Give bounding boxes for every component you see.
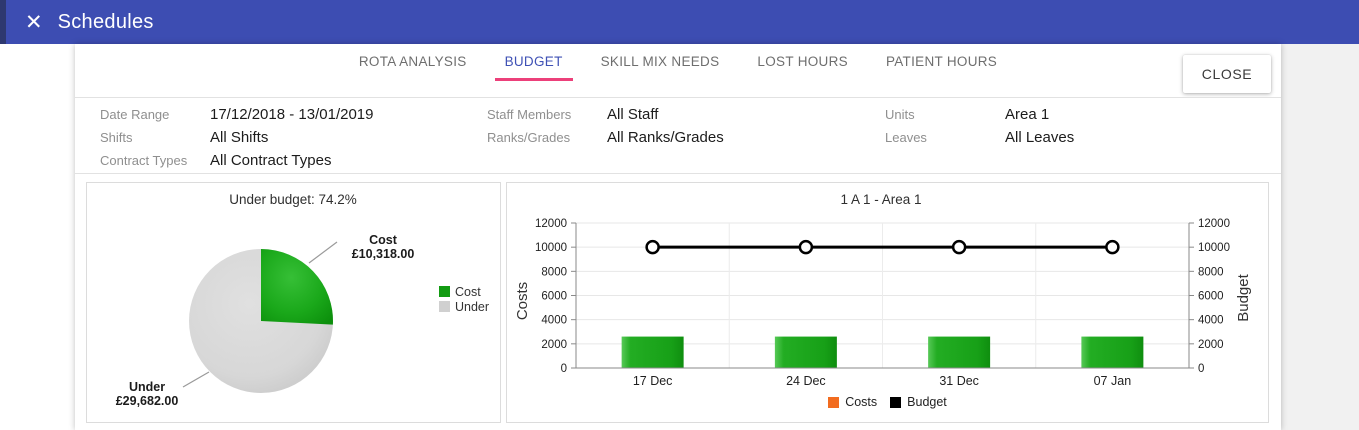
schedules-dialog: ROTA ANALYSIS BUDGET SKILL MIX NEEDS LOS… [75, 44, 1281, 430]
close-button[interactable]: CLOSE [1183, 55, 1271, 93]
svg-text:6000: 6000 [541, 291, 567, 303]
filter-value: All Leaves [1005, 129, 1075, 146]
pie-legend-swatch-cost [439, 286, 450, 297]
left-axis-title: Costs [514, 282, 531, 320]
svg-text:10000: 10000 [535, 242, 567, 254]
budget-pie-panel: Under budget: 74.2% Cost £10,318.00 Unde… [86, 182, 501, 423]
legend-item-costs: Costs [828, 395, 877, 409]
svg-text:07 Jan: 07 Jan [1094, 374, 1132, 388]
filter-value: All Staff [607, 106, 659, 123]
pie-title: Under budget: 74.2% [229, 192, 357, 207]
filter-summary-bar: Date Range 17/12/2018 - 13/01/2019 Shift… [75, 97, 1281, 174]
svg-text:12000: 12000 [535, 218, 567, 230]
filter-shifts: Shifts All Shifts [100, 129, 373, 147]
pie-slices [189, 249, 333, 393]
svg-text:12000: 12000 [1198, 218, 1230, 230]
filter-column-2: Staff Members All Staff Ranks/Grades All… [487, 106, 724, 152]
app-header: ✕ Schedules [0, 0, 1359, 44]
filter-column-3: Units Area 1 Leaves All Leaves [885, 106, 1074, 152]
right-axis-title: Budget [1235, 273, 1252, 321]
filter-label: Units [885, 107, 915, 122]
filter-label: Staff Members [487, 107, 572, 122]
bar-legend-swatch-costs [828, 396, 840, 408]
svg-text:4000: 4000 [541, 315, 567, 327]
svg-text:10000: 10000 [1198, 242, 1230, 254]
cost-callout-value: £10,318.00 [352, 247, 415, 261]
bar-chart-title: 1 A 1 - Area 1 [840, 192, 921, 207]
filter-label: Date Range [100, 107, 170, 122]
svg-text:2000: 2000 [541, 339, 567, 351]
filter-label: Leaves [885, 130, 927, 145]
tab-budget[interactable]: BUDGET [494, 44, 573, 81]
filter-value: All Shifts [210, 129, 269, 146]
under-callout-value: £29,682.00 [116, 394, 179, 408]
filter-label: Ranks/Grades [487, 130, 571, 145]
pie-legend-label-cost: Cost [455, 285, 481, 299]
filter-label: Contract Types [100, 153, 188, 168]
svg-text:6000: 6000 [1198, 291, 1224, 303]
svg-text:8000: 8000 [541, 266, 567, 278]
tab-rota-analysis[interactable]: ROTA ANALYSIS [358, 53, 467, 69]
under-callout-line [182, 371, 210, 388]
filter-units: Units Area 1 [885, 106, 1074, 124]
filter-label: Shifts [100, 130, 133, 145]
filter-value: All Contract Types [210, 152, 332, 169]
filter-date-range: Date Range 17/12/2018 - 13/01/2019 [100, 106, 373, 124]
tab-skill-mix-needs[interactable]: SKILL MIX NEEDS [600, 53, 720, 69]
filter-contract-types: Contract Types All Contract Types [100, 152, 373, 170]
svg-text:0: 0 [561, 363, 567, 375]
pie-legend-swatch-under [439, 301, 450, 312]
legend-item-budget: Budget [890, 395, 947, 409]
background-strip [1281, 44, 1359, 430]
tab-lost-hours[interactable]: LOST HOURS [757, 53, 848, 69]
cost-callout-line [308, 241, 338, 264]
pie-legend-label-under: Under [455, 300, 489, 314]
tab-patient-hours[interactable]: PATIENT HOURS [885, 53, 998, 69]
svg-text:2000: 2000 [1198, 339, 1224, 351]
bar-legend-swatch-budget [890, 396, 902, 408]
page-title: Schedules [57, 10, 154, 33]
filter-column-1: Date Range 17/12/2018 - 13/01/2019 Shift… [100, 106, 373, 175]
svg-text:24 Dec: 24 Dec [786, 374, 826, 388]
svg-text:0: 0 [1198, 363, 1204, 375]
close-icon[interactable]: ✕ [25, 10, 43, 34]
svg-text:31 Dec: 31 Dec [939, 374, 979, 388]
svg-text:17 Dec: 17 Dec [633, 374, 673, 388]
cost-callout-label: Cost [369, 233, 398, 247]
analysis-tabs: ROTA ANALYSIS BUDGET SKILL MIX NEEDS LOS… [75, 44, 1281, 81]
filter-leaves: Leaves All Leaves [885, 129, 1074, 147]
svg-text:8000: 8000 [1198, 266, 1224, 278]
svg-text:4000: 4000 [1198, 315, 1224, 327]
costs-budget-chart: 1 A 1 - Area 1 0 0 2000 2000 4000 4000 6000 600… [514, 192, 1252, 388]
budget-pie-chart: Under budget: 74.2% Cost £10,318.00 Unde… [116, 192, 489, 408]
under-callout-label: Under [129, 380, 165, 394]
bar-legend-label-budget: Budget [907, 395, 947, 409]
filter-value: 17/12/2018 - 13/01/2019 [210, 106, 374, 123]
costs-budget-chart-panel: 1 A 1 - Area 1 0 0 2000 2000 4000 4000 6000 600… [506, 182, 1269, 423]
bar-legend-label-costs: Costs [845, 395, 878, 409]
filter-ranks-grades: Ranks/Grades All Ranks/Grades [487, 129, 724, 147]
filter-staff-members: Staff Members All Staff [487, 106, 724, 124]
filter-value: Area 1 [1005, 106, 1050, 123]
filter-value: All Ranks/Grades [607, 129, 724, 146]
bar-chart-plot: 0 0 2000 2000 4000 4000 6000 6000 8000 8000 10000 1… [535, 218, 1230, 388]
bar-chart-legend: Costs Budget [507, 395, 1268, 409]
